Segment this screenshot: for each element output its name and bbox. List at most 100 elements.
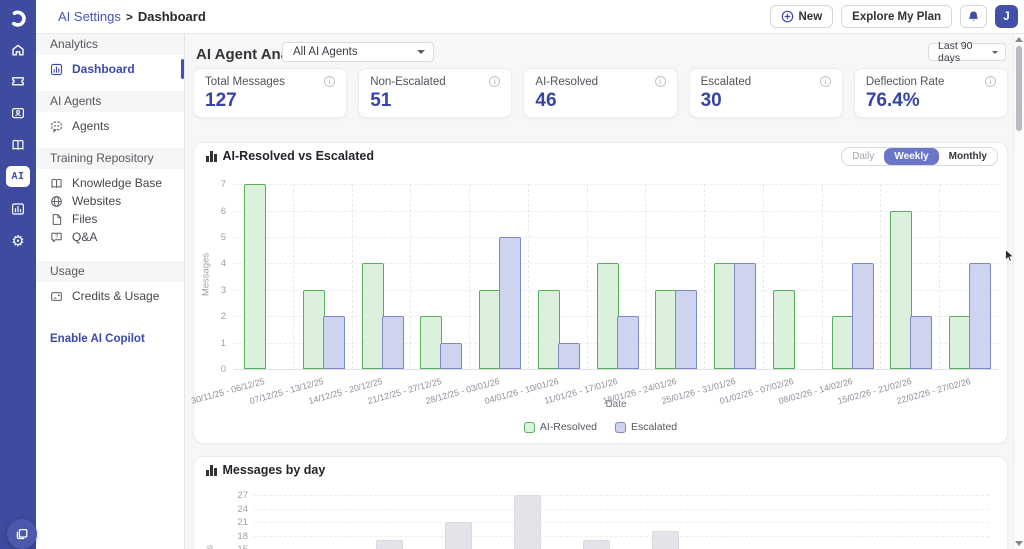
sidebar-section-training: Training Repository [36,148,184,169]
y-tick-label: 4 [220,258,226,270]
bar-ai-resolved[interactable] [655,289,678,369]
sidebar-item-websites[interactable]: Websites [36,192,184,210]
contacts-nav-button[interactable] [0,100,36,126]
bar-ai-resolved[interactable] [714,263,737,369]
enable-ai-copilot-link[interactable]: Enable AI Copilot [50,333,145,345]
y-tick-label: 1 [220,337,226,349]
y-tick-label: 18 [237,530,248,542]
sidebar-section-usage: Usage [36,261,184,282]
bar-escalated[interactable] [910,316,933,369]
scroll-up-arrow[interactable] [1015,37,1023,42]
knowledge-base-icon [50,177,63,190]
reports-nav-button[interactable] [0,196,36,222]
bar-escalated[interactable] [322,316,345,369]
settings-nav-button[interactable]: ⚙ [0,228,36,254]
toggle-daily[interactable]: Daily [852,151,875,162]
bar-messages[interactable] [514,495,541,549]
app-logo[interactable] [0,6,36,32]
kpi-value: 51 [370,90,392,111]
y-tick-label: 24 [237,503,248,515]
tickets-nav-button[interactable] [0,68,36,94]
bar-escalated[interactable] [734,263,757,369]
credit-card-icon [50,290,63,303]
legend-item-escalated[interactable]: Escalated [615,421,677,433]
copy-pages-icon [16,528,28,540]
question-bubble-icon: ? [50,231,63,244]
bar-ai-resolved[interactable] [596,263,619,369]
agent-filter-value: All AI Agents [293,46,358,58]
info-icon[interactable]: i [489,76,501,87]
ticket-icon [12,77,24,86]
bar-escalated[interactable] [381,316,404,369]
gridline [234,210,998,212]
bar-ai-resolved[interactable] [537,289,560,369]
bar-escalated[interactable] [557,342,580,369]
breadcrumb-separator: > [125,9,133,24]
new-button[interactable]: New [769,5,834,28]
chevron-down-icon [992,50,998,54]
bar-escalated[interactable] [969,263,992,369]
globe-icon [50,195,63,208]
bar-ai-resolved[interactable] [420,316,443,369]
scroll-down-arrow[interactable] [1015,541,1023,546]
bar-messages[interactable] [583,540,610,549]
bar-ai-resolved[interactable] [831,316,854,369]
bar-ai-resolved[interactable] [244,184,266,369]
bar-messages[interactable] [652,531,679,549]
sidebar-item-credits-usage[interactable]: Credits & Usage [36,287,184,305]
bar-ai-resolved[interactable] [772,289,795,369]
sidebar-item-qa[interactable]: ? Q&A [36,228,184,246]
user-avatar[interactable]: J [995,5,1018,28]
home-nav-button[interactable] [0,37,36,63]
info-icon[interactable]: i [985,76,997,87]
toggle-monthly[interactable]: Monthly [948,151,987,162]
gridline [410,184,412,369]
bar-escalated[interactable] [851,263,874,369]
bar-escalated[interactable] [675,289,698,369]
info-icon[interactable]: i [324,76,336,87]
info-icon[interactable]: i [819,76,831,87]
legend-item-ai-resolved[interactable]: AI-Resolved [523,421,597,433]
gridline [586,184,588,369]
x-axis-line [234,369,998,370]
scrollbar-thumb[interactable] [1015,46,1022,131]
toggle-weekly-selected[interactable]: Weekly [884,148,939,165]
bar-messages[interactable] [376,540,403,549]
chart-legend: AI-Resolved Escalated [194,421,1007,433]
file-icon [50,213,63,226]
svg-text:?: ? [55,234,59,240]
bar-escalated[interactable] [616,316,639,369]
breadcrumb-parent-link[interactable]: AI Settings [58,9,121,24]
chart-title: AI-Resolved vs Escalated [222,149,374,163]
docs-nav-button[interactable] [0,132,36,158]
explore-plan-button[interactable]: Explore My Plan [841,5,952,28]
kpi-row: Total Messages i 127 Non-Escalated i 51 AI… [193,68,1009,118]
chart-title: Messages by day [222,463,326,477]
bar-ai-resolved[interactable] [890,210,913,369]
notifications-button[interactable] [960,5,987,28]
y-tick-label: 6 [220,205,226,217]
info-icon[interactable]: i [654,76,666,87]
bar-ai-resolved[interactable] [479,289,502,369]
sidebar-item-agents[interactable]: Agents [36,115,184,137]
bar-escalated[interactable] [440,342,463,369]
sidebar-item-dashboard[interactable]: Dashboard [36,58,184,80]
bar-ai-resolved[interactable] [302,289,325,369]
bar-ai-resolved[interactable] [361,263,384,369]
gridline [527,184,529,369]
page-scrollbar[interactable] [1013,34,1024,549]
chat-launcher-button[interactable] [7,519,37,549]
sidebar-item-files[interactable]: Files [36,210,184,228]
plot-area: Messages 2724211815 [194,457,1007,549]
icon-rail: AI ⚙ [0,0,37,549]
granularity-toggle: Daily Weekly Monthly [841,147,998,166]
date-range-select[interactable]: Last 90 days [928,40,1006,64]
bar-escalated[interactable] [499,237,522,369]
chart-icon [206,151,217,163]
agent-filter-select[interactable]: All AI Agents [282,42,434,62]
bar-ai-resolved[interactable] [949,316,972,369]
bar-messages[interactable] [445,522,472,549]
sidebar-item-knowledge-base[interactable]: Knowledge Base [36,174,184,192]
active-indicator [181,59,184,79]
ai-nav-button-active[interactable]: AI [0,163,36,189]
